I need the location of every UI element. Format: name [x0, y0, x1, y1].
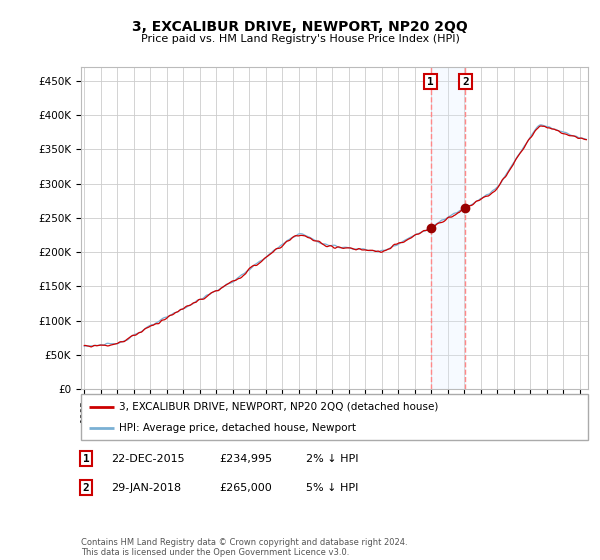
Text: 1: 1: [427, 77, 434, 87]
Text: 2: 2: [83, 483, 89, 493]
Text: Price paid vs. HM Land Registry's House Price Index (HPI): Price paid vs. HM Land Registry's House …: [140, 34, 460, 44]
Text: 3, EXCALIBUR DRIVE, NEWPORT, NP20 2QQ: 3, EXCALIBUR DRIVE, NEWPORT, NP20 2QQ: [132, 20, 468, 34]
Text: £234,995: £234,995: [219, 454, 272, 464]
Text: 5% ↓ HPI: 5% ↓ HPI: [306, 483, 358, 493]
Text: 29-JAN-2018: 29-JAN-2018: [111, 483, 181, 493]
Text: 2% ↓ HPI: 2% ↓ HPI: [306, 454, 359, 464]
Text: 3, EXCALIBUR DRIVE, NEWPORT, NP20 2QQ (detached house): 3, EXCALIBUR DRIVE, NEWPORT, NP20 2QQ (d…: [119, 402, 439, 412]
Text: £265,000: £265,000: [219, 483, 272, 493]
Text: Contains HM Land Registry data © Crown copyright and database right 2024.
This d: Contains HM Land Registry data © Crown c…: [81, 538, 407, 557]
Text: HPI: Average price, detached house, Newport: HPI: Average price, detached house, Newp…: [119, 423, 356, 433]
FancyBboxPatch shape: [81, 394, 588, 440]
Bar: [431, 67, 466, 389]
Text: 22-DEC-2015: 22-DEC-2015: [111, 454, 185, 464]
Text: 2: 2: [462, 77, 469, 87]
Text: 1: 1: [83, 454, 89, 464]
